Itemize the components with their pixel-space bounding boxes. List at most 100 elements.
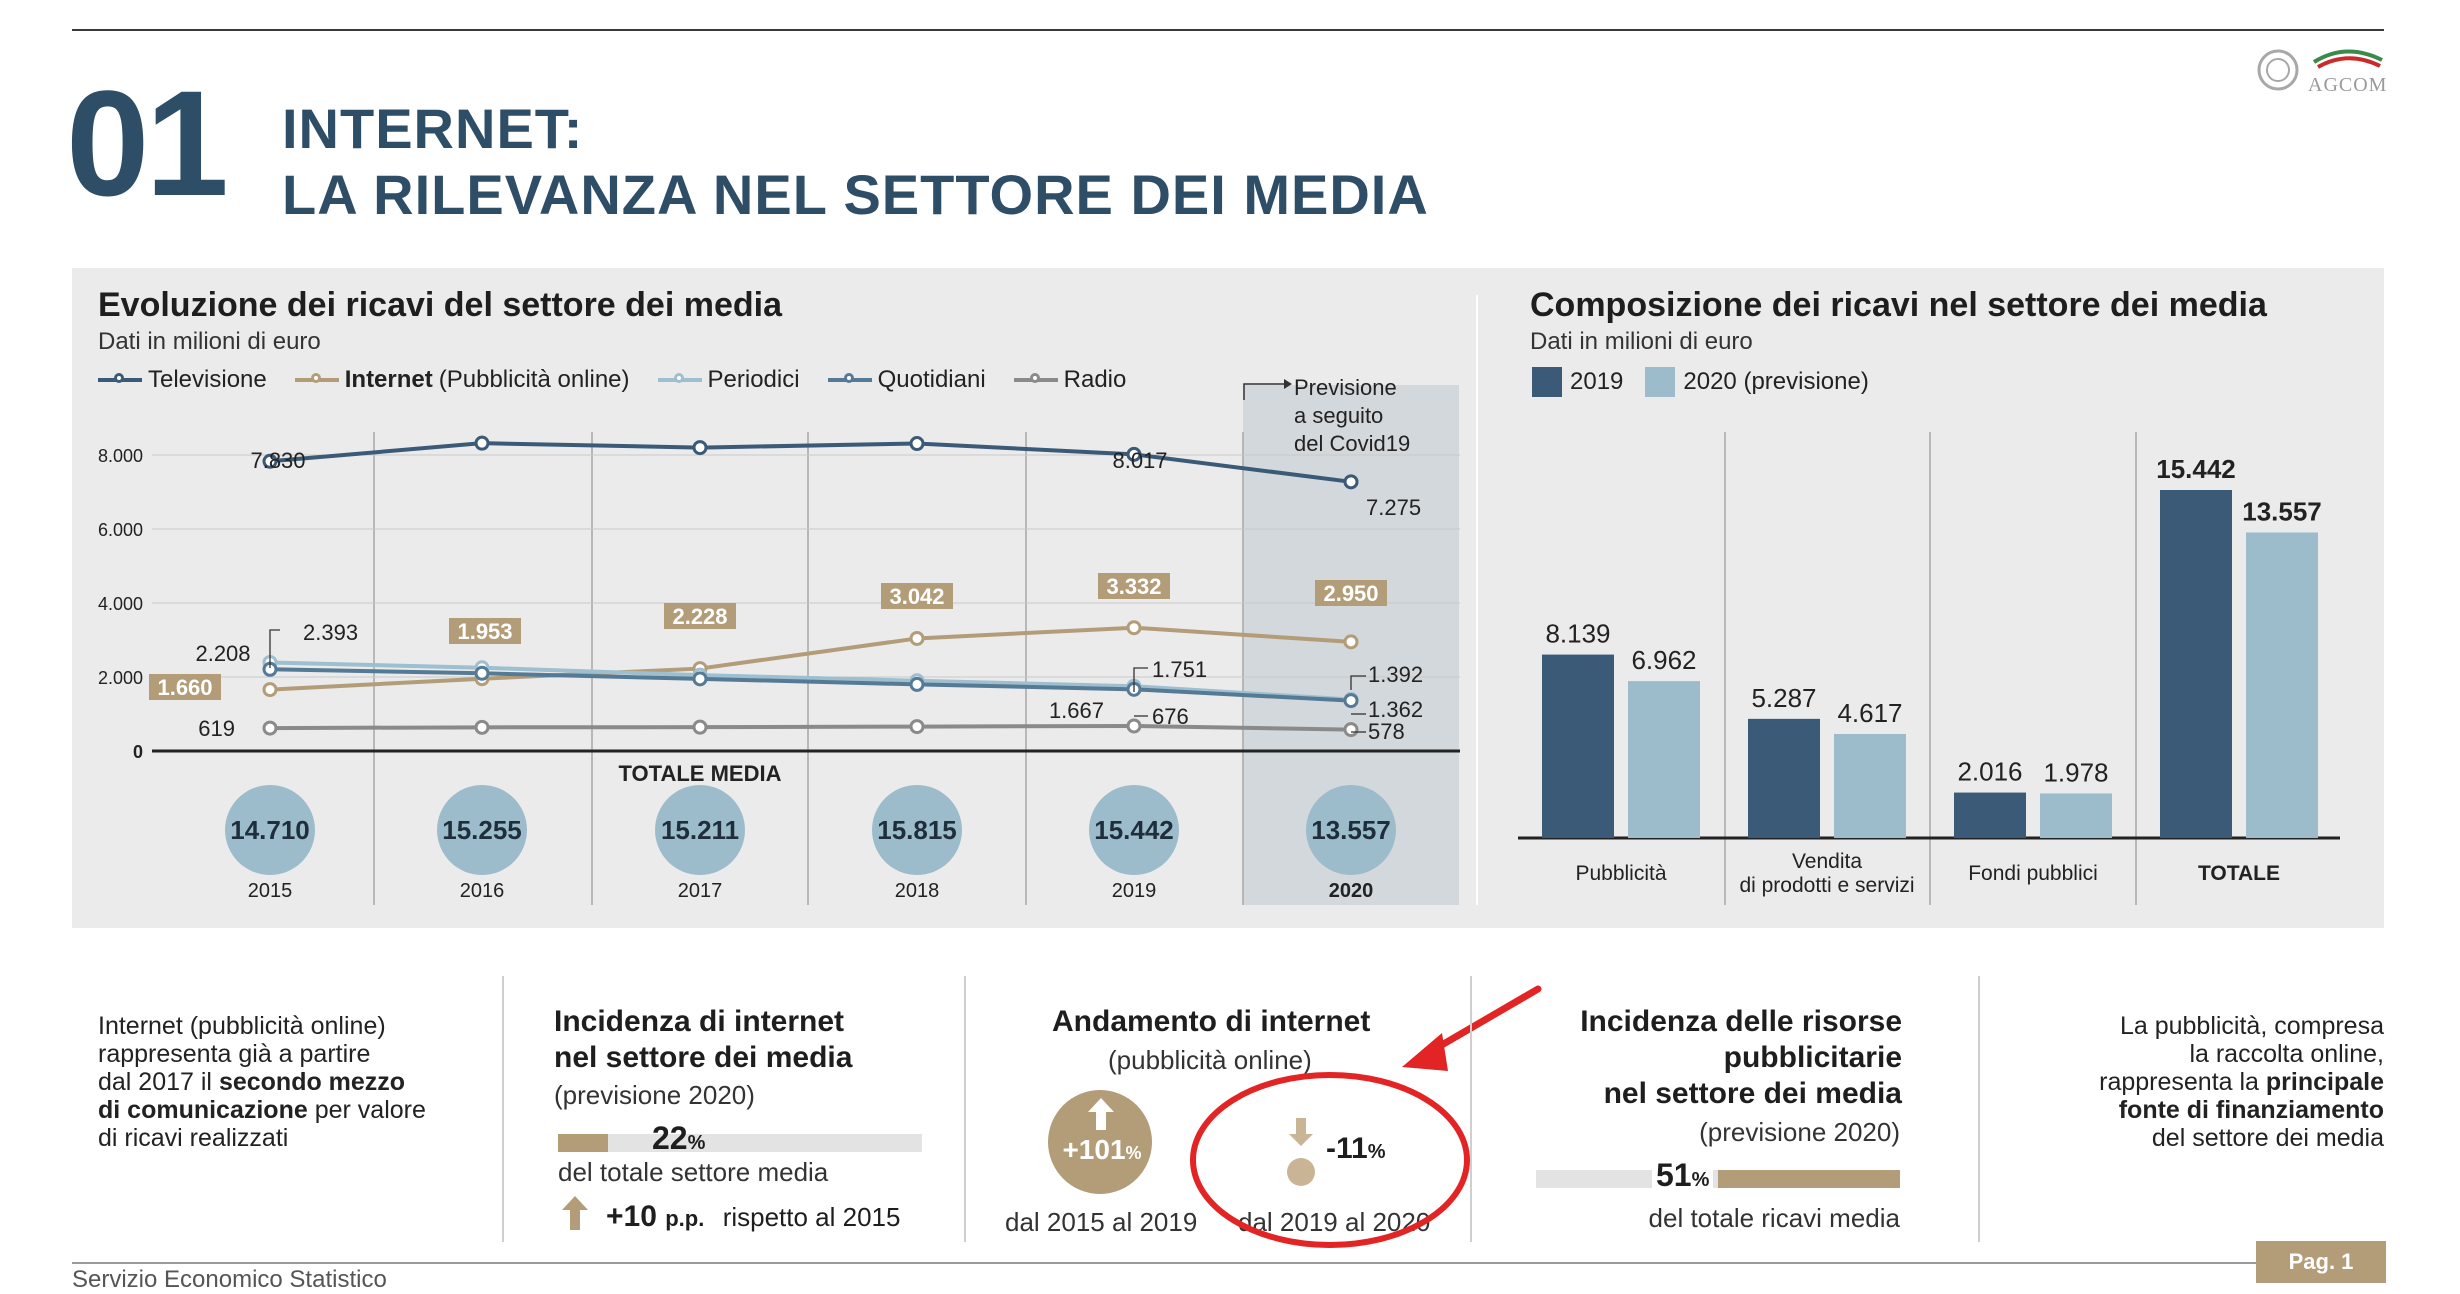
right-summary-text: La pubblicità, compresa la raccolta onli… xyxy=(2020,1012,2384,1152)
x-tick-label: 2017 xyxy=(678,880,723,902)
legend-label: Radio xyxy=(1063,366,1127,393)
internet-label: 3.042 xyxy=(889,584,944,609)
legend-label: Televisione xyxy=(148,366,267,393)
forecast-note-line: del Covid19 xyxy=(1294,431,1410,456)
incidenza-pp-desc: rispetto al 2015 xyxy=(722,1202,901,1232)
incidenza-bar-track xyxy=(558,1134,922,1152)
total-value: 13.557 xyxy=(1311,815,1391,845)
bar xyxy=(1748,718,1820,838)
right-summary-bold: fonte di finanziamento xyxy=(2118,1096,2384,1124)
intro-line: dal 2017 il secondo mezzo xyxy=(98,1068,426,1096)
series-line xyxy=(269,441,1352,484)
data-point xyxy=(909,676,925,692)
risorse-pct-value: 51 xyxy=(1656,1157,1692,1193)
left-chart-title: Evoluzione dei ricavi del settore dei me… xyxy=(98,286,783,324)
data-point xyxy=(474,435,490,451)
intro-line-text: per valore xyxy=(314,1096,426,1124)
data-point xyxy=(1126,718,1142,734)
tv-label-2019: 8.017 xyxy=(1112,448,1167,473)
data-point xyxy=(1343,693,1359,709)
internet-label-box xyxy=(1315,580,1387,606)
right-summary-line: del settore dei media xyxy=(2151,1124,2384,1152)
bar xyxy=(1628,681,1700,838)
internet-label-box xyxy=(881,583,953,609)
right-chart-title: Composizione dei ricavi nel settore dei … xyxy=(1530,286,2267,324)
internet-label: 3.332 xyxy=(1106,574,1161,599)
bar-value-label: 1.978 xyxy=(2043,757,2108,787)
data-point xyxy=(1343,474,1359,490)
bar xyxy=(1834,733,1906,838)
total-value: 14.710 xyxy=(230,815,310,845)
legend-line-icon xyxy=(1013,373,1058,383)
data-point xyxy=(262,453,278,469)
left-chart-legend: Televisione Internet (Pubblicità online)… xyxy=(98,366,1144,394)
agcom-logo-icon xyxy=(2257,49,2383,91)
internet-label-box xyxy=(449,618,521,644)
incidenza-title-line: nel settore dei media xyxy=(554,1041,853,1074)
internet-label-box xyxy=(1098,573,1170,599)
legend-item-internet: Internet (Pubblicità online) xyxy=(294,366,630,394)
legend-label: Quotidiani xyxy=(877,366,986,393)
agcom-logo-text: AGCOM xyxy=(2308,74,2388,96)
periodici-label-2020: 1.392 xyxy=(1368,662,1423,687)
quotidiani-label-2020: 1.362 xyxy=(1368,697,1423,722)
data-point xyxy=(1126,620,1142,636)
data-point xyxy=(1126,446,1142,462)
right-summary-text-part: rappresenta la xyxy=(2099,1068,2259,1096)
arrow-down-icon xyxy=(1287,1118,1315,1186)
andamento-down-value: -11% xyxy=(1326,1132,1386,1166)
data-point xyxy=(909,630,925,646)
data-point xyxy=(909,436,925,452)
page-title: INTERNET: LA RILEVANZA NEL SETTORE DEI M… xyxy=(282,96,1429,228)
x-tick-label: 2020 xyxy=(1329,880,1374,902)
category-label: TOTALE xyxy=(2198,862,2280,885)
bar-value-label: 4.617 xyxy=(1837,698,1902,728)
totale-media-label: TOTALE MEDIA xyxy=(619,761,782,786)
revenue-bar-chart: 8.139 6.962 5.287 4.617 2.016 1.978 15.44213.5… xyxy=(1518,432,2340,905)
bar-value-label: 6.962 xyxy=(1631,645,1696,675)
x-tick-label: 2015 xyxy=(248,880,293,902)
legend-swatch-2020 xyxy=(1645,367,1676,397)
incidenza-pp-unit: p.p. xyxy=(665,1206,705,1231)
legend-label: (Pubblicità online) xyxy=(438,366,630,393)
data-point xyxy=(692,440,708,456)
radio-label-2020: 578 xyxy=(1368,719,1405,744)
intro-line: di comunicazione per valore xyxy=(98,1096,426,1124)
data-point xyxy=(692,671,708,687)
arrow-up-icon xyxy=(562,1196,588,1230)
total-circle xyxy=(1089,785,1179,875)
bar xyxy=(2246,532,2318,838)
category-label: Vendita xyxy=(1792,850,1862,873)
risorse-title-line: nel settore dei media xyxy=(1603,1077,1902,1110)
forecast-note-line: a seguito xyxy=(1294,403,1383,428)
right-summary-line: la raccolta online, xyxy=(2189,1040,2384,1068)
total-value: 15.442 xyxy=(1094,815,1174,845)
y-tick-label: 4.000 xyxy=(98,594,143,614)
right-summary-bold: principale xyxy=(2265,1068,2384,1096)
bottom-divider xyxy=(502,976,504,1242)
tv-label-2015: 7.830 xyxy=(250,448,305,473)
bottom-divider xyxy=(1470,976,1472,1242)
category-label: Fondi pubblici xyxy=(1968,862,2098,885)
data-point xyxy=(262,720,278,736)
incidenza-pct-sign: % xyxy=(687,1132,706,1154)
forecast-note-line: Previsione xyxy=(1294,375,1397,400)
total-circle xyxy=(225,785,315,875)
periodici-label-2015: 2.393 xyxy=(303,620,358,645)
andamento-up-sign: % xyxy=(1125,1143,1142,1163)
quotidiani-label-2015: 2.208 xyxy=(195,641,250,666)
y-tick-label: 6.000 xyxy=(98,520,143,540)
right-summary-line: La pubblicità, compresa xyxy=(2119,1012,2384,1040)
data-point xyxy=(909,719,925,735)
bar xyxy=(1542,654,1614,838)
leader-line xyxy=(269,629,280,668)
section-number: 01 xyxy=(66,59,229,227)
intro-line-text: dal 2017 il xyxy=(98,1068,212,1096)
risorse-pct: 51% xyxy=(1652,1157,1714,1194)
data-point xyxy=(474,665,490,681)
bar xyxy=(2160,490,2232,838)
andamento-up-label: dal 2015 al 2019 xyxy=(1005,1207,1198,1237)
bar-value-label: 15.442 xyxy=(2156,454,2236,484)
intro-line: Internet (pubblicità online) xyxy=(98,1012,386,1040)
total-value: 15.815 xyxy=(877,815,957,845)
